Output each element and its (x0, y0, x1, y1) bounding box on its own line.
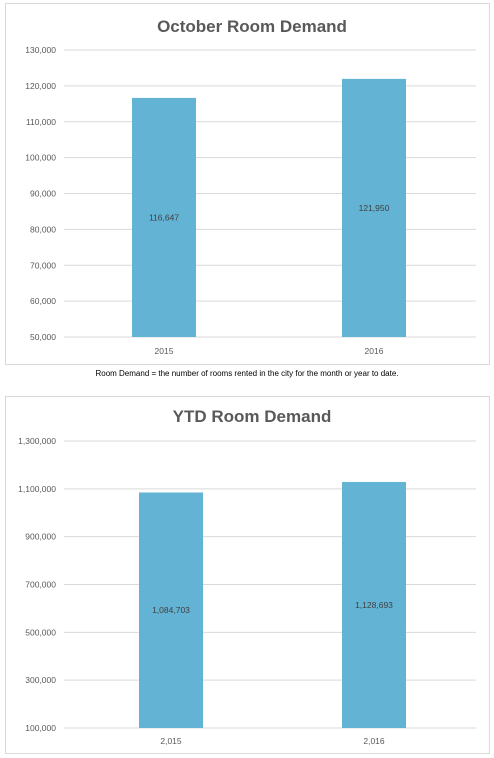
chart-caption: Room Demand = the number of rooms rented… (95, 369, 399, 378)
october-chart-panel: October Room Demand 50,000 60,000 70,000 80,… (5, 3, 490, 365)
ytd-y-tick-label: 100,000 (25, 723, 56, 733)
october-data-label: 121,950 (359, 203, 390, 213)
october-y-tick-label: 110,000 (26, 117, 56, 127)
october-bar-2016 (342, 78, 406, 338)
october-data-label: 116,647 (149, 212, 179, 222)
october-y-tick-label: 120,000 (25, 81, 56, 91)
ytd-y-tick-label: 900,000 (25, 532, 56, 542)
ytd-category-label: 2,015 (160, 736, 182, 746)
october-category-label: 2016 (365, 346, 384, 356)
ytd-category-label: 2,016 (363, 736, 385, 746)
ytd-data-label: 1,084,703 (152, 605, 190, 615)
october-y-tick-label: 60,000 (30, 296, 56, 306)
october-y-tick-label: 130,000 (25, 45, 56, 55)
ytd-room-demand-chart: YTD Room Demand 100,000 300,000 500,000 700,… (18, 407, 476, 746)
ytd-chart-title: YTD Room Demand (173, 407, 332, 426)
october-room-demand-chart: October Room Demand 50,000 60,000 70,000 80,… (25, 17, 476, 356)
october-y-tick-label: 100,000 (25, 153, 56, 163)
ytd-data-label: 1,128,693 (355, 600, 393, 610)
ytd-bar-2016 (342, 481, 406, 728)
ytd-y-tick-label: 1,300,000 (18, 436, 56, 446)
ytd-y-tick-label: 500,000 (25, 627, 56, 637)
ytd-chart-panel: YTD Room Demand 100,000 300,000 500,000 700,… (5, 396, 490, 754)
october-bar-2015 (132, 97, 196, 337)
ytd-y-tick-label: 1,100,000 (18, 484, 56, 494)
october-y-tick-label: 50,000 (30, 332, 56, 342)
ytd-y-tick-label: 700,000 (25, 580, 56, 590)
october-chart-title: October Room Demand (157, 17, 347, 36)
ytd-y-tick-label: 300,000 (25, 675, 56, 685)
october-y-tick-label: 70,000 (30, 260, 56, 270)
october-y-tick-label: 90,000 (30, 189, 56, 199)
october-y-tick-label: 80,000 (30, 224, 56, 234)
ytd-bar-2015 (139, 492, 203, 728)
october-category-label: 2015 (155, 346, 174, 356)
